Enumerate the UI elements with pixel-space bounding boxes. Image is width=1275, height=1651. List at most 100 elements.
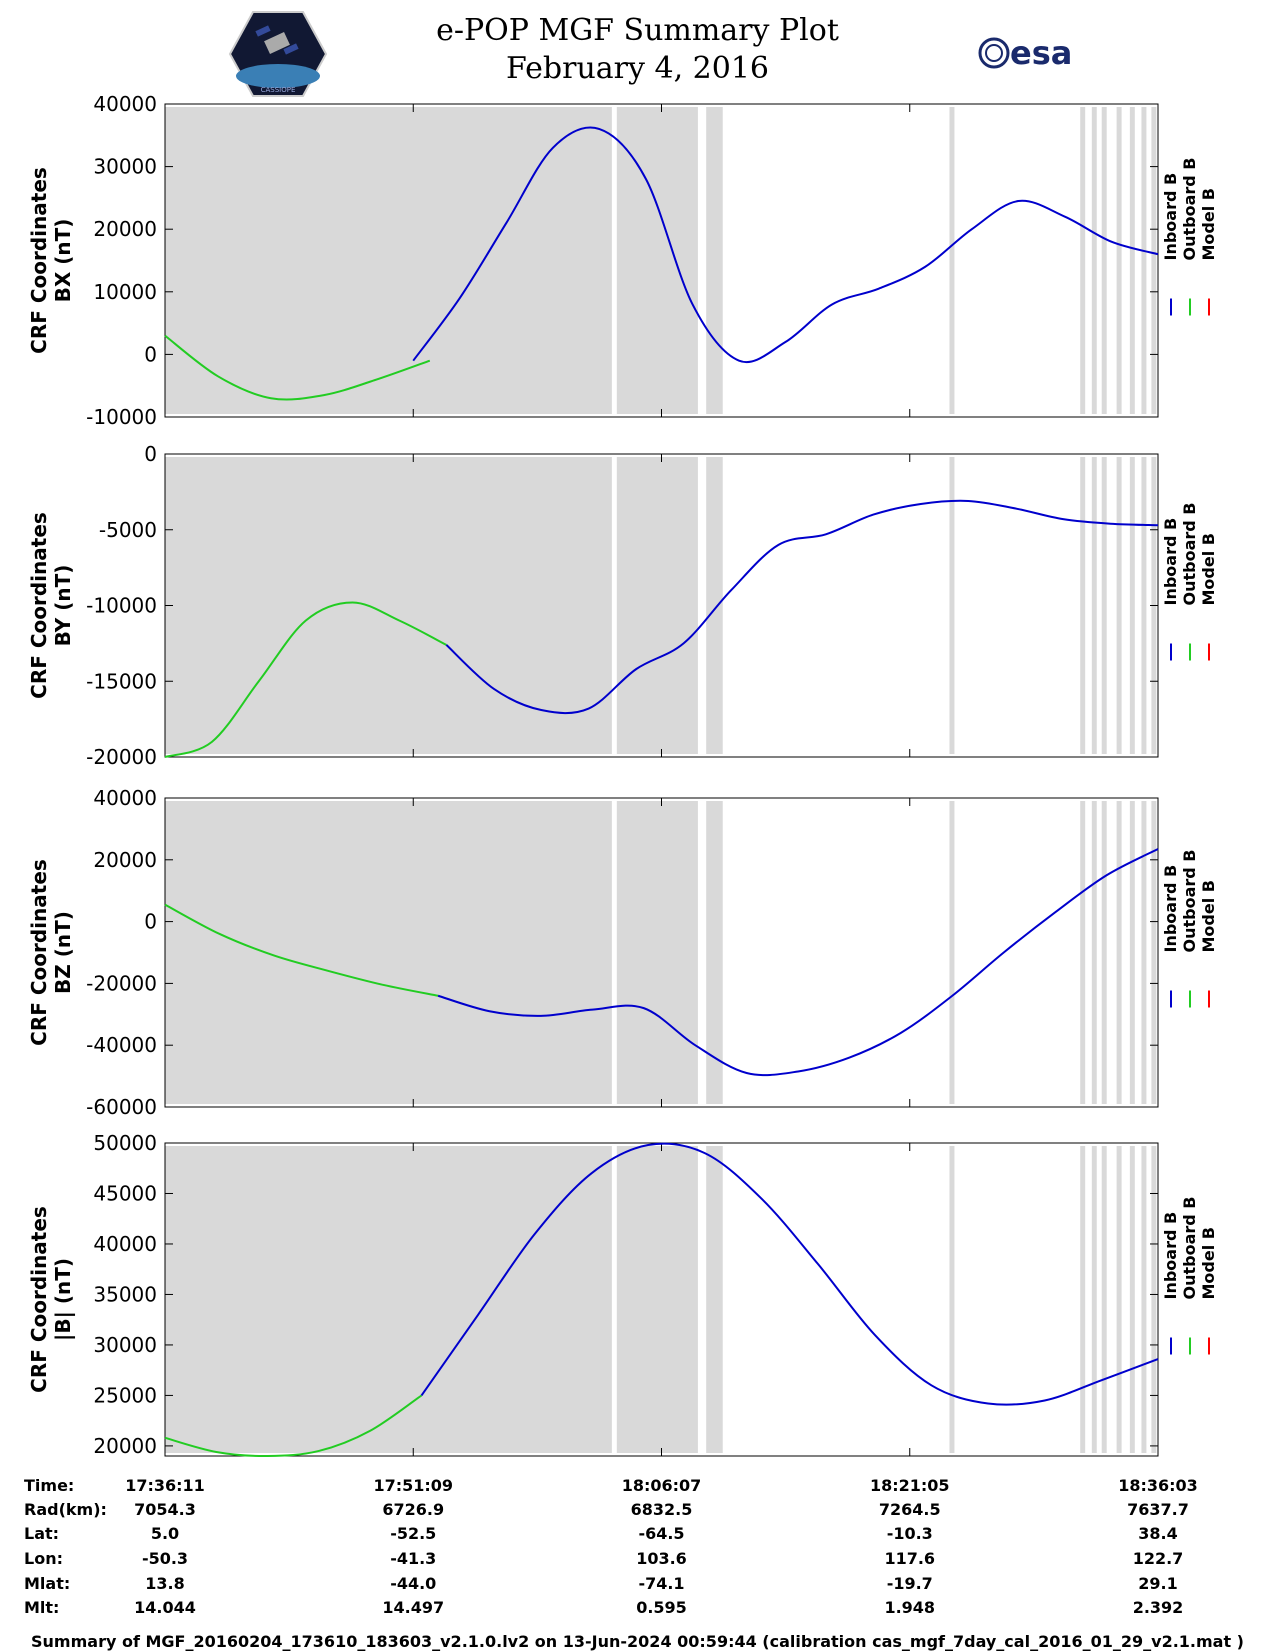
table-cell: 6832.5 — [630, 1500, 693, 1519]
gray-band — [1141, 457, 1147, 754]
table-row-label: Lat: — [24, 1524, 60, 1543]
y-axis-label: BX (nT) — [51, 219, 75, 303]
gray-band — [165, 457, 612, 754]
y-tick-label: 40000 — [93, 786, 157, 810]
panel-3: -60000 -40000 -20000 0 20000 40000 CRF Coordin… — [27, 786, 1218, 1119]
legend-label: Outboard B — [1180, 158, 1199, 261]
gray-band — [1080, 107, 1086, 414]
y-tick-label: 40000 — [93, 92, 157, 116]
gray-band — [1080, 1146, 1086, 1453]
table-cell: 1.948 — [884, 1598, 936, 1617]
table-row-label: Lon: — [24, 1549, 63, 1568]
legend-label: Outboard B — [1180, 1197, 1199, 1300]
gray-band — [1101, 107, 1107, 414]
table-cell: 17:51:09 — [373, 1476, 454, 1495]
y-axis-label: CRF Coordinates — [27, 859, 51, 1046]
y-axis-label: BY (nT) — [51, 565, 75, 647]
gray-band — [949, 457, 955, 754]
table-cell: 29.1 — [1138, 1574, 1178, 1593]
y-tick-label: 0 — [144, 910, 157, 934]
series-line-outboard-b — [164, 601, 447, 758]
gray-band — [1116, 107, 1122, 414]
table-row-label: Rad(km): — [24, 1500, 107, 1519]
title-line-2: February 4, 2016 — [505, 51, 769, 86]
gray-band — [1141, 801, 1147, 1104]
legend-label: Inboard B — [1161, 1212, 1180, 1300]
series-line-inboard-b — [420, 1142, 1159, 1406]
legend-label: Model B — [1199, 1227, 1218, 1299]
table-cell: -52.5 — [390, 1524, 437, 1543]
series-line-outboard-b — [164, 334, 431, 401]
legend-label: Inboard B — [1161, 173, 1180, 261]
gray-band — [1091, 801, 1097, 1104]
table-row-label: Mlt: — [24, 1598, 60, 1617]
series-line-outboard-b — [164, 1394, 423, 1458]
y-tick-label: 25000 — [93, 1383, 157, 1407]
y-tick-label: -15000 — [86, 669, 157, 693]
y-tick-label: 30000 — [93, 155, 157, 179]
gray-band — [1151, 1146, 1157, 1453]
series-line-inboard-b — [412, 126, 1159, 364]
gray-band — [1101, 1146, 1107, 1453]
y-axis-label: BZ (nT) — [51, 911, 75, 994]
legend-label: Inboard B — [1161, 865, 1180, 953]
table-cell: 18:21:05 — [869, 1476, 950, 1495]
table-cell: 14.044 — [134, 1598, 196, 1617]
y-tick-label: -60000 — [86, 1095, 157, 1119]
gray-band — [1080, 801, 1086, 1104]
legend-label: Model B — [1199, 188, 1218, 260]
gray-band — [706, 457, 723, 754]
gray-band — [1129, 1146, 1135, 1453]
page-title: e-POP MGF Summary Plot February 4, 2016 — [0, 12, 1275, 88]
table-cell: 122.7 — [1132, 1549, 1184, 1568]
footer-caption: Summary of MGF_20160204_173610_183603_v2… — [31, 1632, 1244, 1651]
gray-band — [616, 457, 698, 754]
gray-band — [1091, 1146, 1097, 1453]
panel-4: 20000 25000 30000 35000 40000 45000 50000 CRF C… — [27, 1131, 1218, 1458]
gray-band — [706, 107, 723, 414]
y-tick-label: 0 — [144, 342, 157, 366]
legend-label: Model B — [1199, 533, 1218, 605]
table-cell: 6726.9 — [382, 1500, 445, 1519]
y-tick-label: -40000 — [86, 1033, 157, 1057]
legend-label: Inboard B — [1161, 518, 1180, 606]
gray-band — [1129, 107, 1135, 414]
legend-label: Model B — [1199, 880, 1218, 952]
title-line-1: e-POP MGF Summary Plot — [436, 13, 839, 48]
gray-band — [1141, 107, 1147, 414]
gray-band — [165, 801, 612, 1104]
table-cell: 17:36:11 — [125, 1476, 205, 1495]
gray-band — [1151, 801, 1157, 1104]
gray-band — [949, 801, 955, 1104]
table-cell: 117.6 — [884, 1549, 936, 1568]
panel-1: -10000 0 10000 20000 30000 40000 CRF Coordinat… — [27, 92, 1218, 429]
table-cell: -10.3 — [886, 1524, 933, 1543]
series-line-inboard-b — [445, 499, 1159, 715]
gray-band — [949, 107, 955, 414]
gray-band — [706, 801, 723, 1104]
table-cell: -74.1 — [638, 1574, 685, 1593]
gray-band — [1116, 457, 1122, 754]
table-cell: -41.3 — [390, 1549, 437, 1568]
table-row-label: Time: — [24, 1476, 75, 1495]
y-tick-label: 20000 — [93, 217, 157, 241]
series-line-inboard-b — [437, 848, 1159, 1077]
y-tick-label: -10000 — [86, 594, 157, 618]
table-cell: -19.7 — [886, 1574, 933, 1593]
esa-logo-text: esa — [1010, 34, 1072, 72]
y-tick-label: 20000 — [93, 848, 157, 872]
gray-band — [165, 1146, 612, 1453]
gray-band — [949, 1146, 955, 1453]
table-cell: 2.392 — [1132, 1598, 1184, 1617]
table-cell: 103.6 — [636, 1549, 687, 1568]
y-tick-label: -10000 — [86, 405, 157, 429]
gray-band — [616, 1146, 698, 1453]
y-tick-label: 20000 — [93, 1434, 157, 1458]
y-tick-label: 35000 — [93, 1282, 157, 1306]
gray-band — [1129, 457, 1135, 754]
gray-band — [616, 801, 698, 1104]
cassiope-logo: CASSIOPE — [228, 11, 328, 97]
table-cell: 38.4 — [1138, 1524, 1178, 1543]
gray-band — [1141, 1146, 1147, 1453]
